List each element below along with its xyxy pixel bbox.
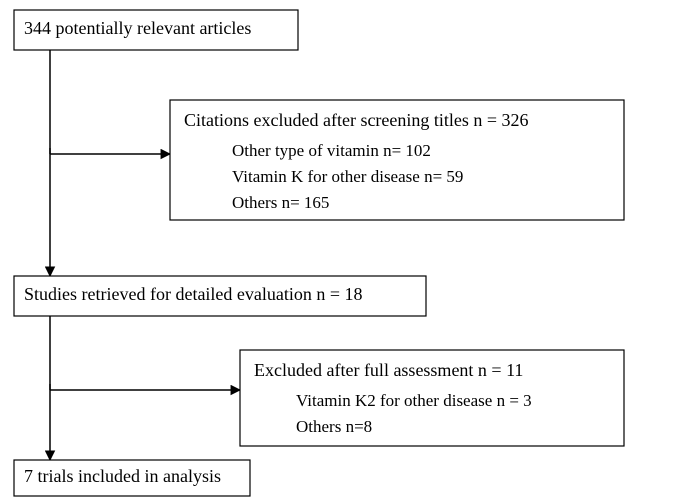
flow-node-text: 7 trials included in analysis xyxy=(24,466,221,486)
flow-node-text: Vitamin K for other disease n= 59 xyxy=(232,167,463,186)
flow-node-b2: Citations excluded after screening title… xyxy=(170,100,624,220)
flow-node-text: Others n=8 xyxy=(296,417,372,436)
flow-node-b3: Studies retrieved for detailed evaluatio… xyxy=(14,276,426,316)
flow-node-b1: 344 potentially relevant articles xyxy=(14,10,298,50)
flow-node-b4: Excluded after full assessment n = 11 Vit… xyxy=(240,350,624,446)
flow-node-text: Studies retrieved for detailed evaluatio… xyxy=(24,284,363,304)
flow-node-text: Citations excluded after screening title… xyxy=(184,110,529,130)
flow-node-text: Excluded after full assessment n = 11 xyxy=(254,360,523,380)
flow-node-text: Others n= 165 xyxy=(232,193,329,212)
prisma-flowchart: 344 potentially relevant articles Citatio… xyxy=(0,0,688,501)
flow-node-b5: 7 trials included in analysis xyxy=(14,460,250,496)
flow-node-text: Other type of vitamin n= 102 xyxy=(232,141,431,160)
flow-node-text: 344 potentially relevant articles xyxy=(24,18,251,38)
flow-node-text: Vitamin K2 for other disease n = 3 xyxy=(296,391,532,410)
